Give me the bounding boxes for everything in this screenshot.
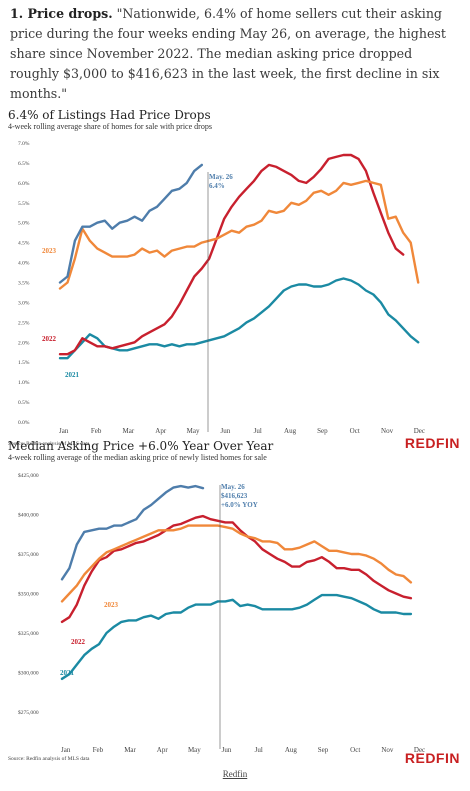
chart-title: Median Asking Price +6.0% Year Over Year [8,439,274,453]
annotation-text: +6.0% YOY [221,501,258,509]
annotation-text: May. 26 [209,173,233,181]
x-tick-label: Aug [284,427,297,435]
y-tick-label: $325,000 [18,630,39,637]
y-tick-label: $275,000 [18,709,39,716]
y-tick-label: 7.0% [18,141,30,147]
y-tick-label: 4.5% [18,241,30,247]
y-tick-label: $300,000 [18,670,39,677]
y-tick-label: 5.5% [18,201,30,207]
x-tick-label: Aug [285,746,298,754]
x-tick-label: Jul [255,746,263,754]
x-tick-label: Jun [222,746,232,754]
annotation-text: May. 26 [221,483,245,491]
credit-link[interactable]: Redfin [222,769,248,779]
x-tick-label: Oct [350,746,360,754]
y-tick-label: 0.0% [18,420,30,426]
series-label-2021: 2021 [65,371,80,379]
series-line-2024 [60,484,205,581]
intro-paragraph: 1. Price drops. "Nationwide, 6.4% of hom… [10,4,460,104]
source-note: Source: Redfin analysis of MLS data [8,440,90,447]
y-tick-label: $400,000 [18,512,39,519]
series-line-2024 [58,163,203,284]
y-tick-label: 3.0% [18,300,30,306]
y-tick-label: 1.5% [18,360,30,366]
chart-title: 6.4% of Listings Had Price Drops [8,108,211,122]
series-label-2022: 2022 [42,335,57,343]
series-label-2022: 2022 [71,638,86,646]
y-tick-label: 5.0% [18,221,30,227]
y-tick-label: 1.0% [18,380,30,386]
x-tick-label: Nov [381,746,394,754]
x-tick-label: Dec [414,427,425,435]
x-tick-label: Sep [318,746,329,754]
series-line-2022 [60,514,413,624]
x-tick-label: Apr [157,746,169,754]
y-tick-label: $350,000 [18,591,39,598]
annotation-text: 6.4% [209,182,225,190]
series-line-2021 [58,277,420,360]
series-label-2023: 2023 [104,601,119,609]
x-tick-label: Apr [155,427,167,435]
x-tick-label: Jan [59,427,69,435]
x-tick-label: Jul [254,427,262,435]
x-tick-label: Oct [350,427,360,435]
x-tick-label: Jun [221,427,231,435]
series-label-2021: 2021 [60,669,75,677]
x-tick-label: Feb [93,746,104,754]
redfin-logo: REDFIN [405,750,460,766]
y-tick-label: 0.5% [18,400,30,406]
y-tick-label: 6.0% [18,181,30,187]
intro-text: "Nationwide, 6.4% of home sellers cut th… [10,6,446,101]
x-tick-label: May [187,427,200,435]
series-line-2021 [60,593,413,680]
y-tick-label: 6.5% [18,161,30,167]
intro-lead: 1. Price drops. [10,6,113,21]
y-tick-label: $425,000 [18,472,39,479]
x-tick-label: May [188,746,201,754]
x-tick-label: Dec [414,746,425,754]
y-tick-label: $375,000 [18,551,39,558]
source-note: Source: Redfin analysis of MLS data [8,755,90,762]
x-tick-label: Mar [124,746,136,754]
price-drops-chart: 6.4% of Listings Had Price Drops 4-week … [8,108,460,451]
y-tick-label: 2.5% [18,320,30,326]
x-tick-label: Feb [91,427,102,435]
price-drops-plot: 0.0% 0.5% 1.0% 1.5% 2.0% 2.5% 3.0% 3.5% 4.0% 4.5%… [8,141,460,451]
x-tick-label: Sep [317,427,328,435]
y-tick-label: 4.0% [18,261,30,267]
chart-subtitle: 4-week rolling average share of homes fo… [8,122,212,131]
series-line-2022 [58,153,405,356]
asking-price-plot: $275,000 $300,000 $325,000 $350,000 $375,000… [8,472,460,766]
series-label-2023: 2023 [42,247,57,255]
x-tick-label: Mar [123,427,135,435]
x-tick-label: Jan [61,746,71,754]
y-tick-label: 2.0% [18,340,30,346]
annotation-text: $416,623 [221,492,248,500]
series-line-2023 [58,179,420,290]
asking-price-chart: Median Asking Price +6.0% Year Over Year… [8,439,460,766]
redfin-logo: REDFIN [405,435,460,451]
y-tick-label: 3.5% [18,281,30,287]
chart-subtitle: 4-week rolling average of the median ask… [8,453,267,462]
series-line-2023 [60,524,413,603]
x-tick-label: Nov [381,427,394,435]
